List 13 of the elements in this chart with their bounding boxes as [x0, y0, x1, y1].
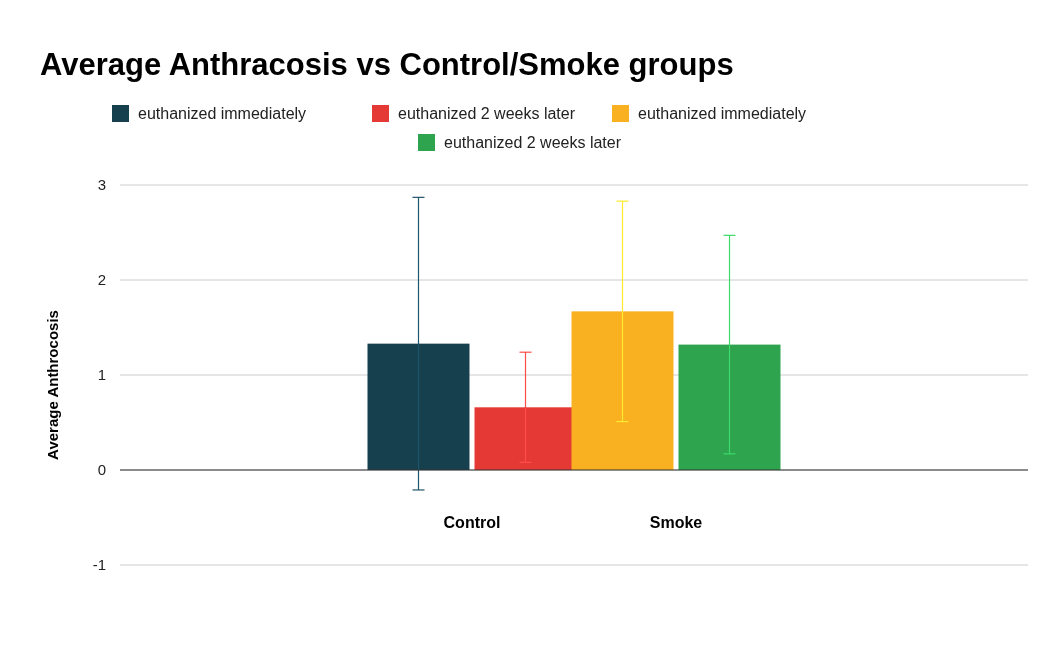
y-tick-label: 2 [97, 271, 106, 289]
y-tick-label: -1 [92, 556, 106, 574]
legend-label: euthanized immediately [138, 105, 307, 122]
legend-label: euthanized immediately [638, 105, 807, 122]
chart-title: Average Anthracosis vs Control/Smoke groups [40, 47, 734, 82]
y-tick-label: 1 [97, 366, 106, 384]
x-tick-label: Smoke [649, 514, 703, 531]
y-axis-title: Average Anthrocosis [44, 310, 61, 460]
x-tick-label: Control [443, 514, 501, 531]
legend-label: euthanized 2 weeks later [444, 134, 622, 151]
y-tick-label: 3 [97, 176, 106, 194]
y-tick-label: 0 [97, 461, 106, 479]
legend-label: euthanized 2 weeks later [398, 105, 576, 122]
